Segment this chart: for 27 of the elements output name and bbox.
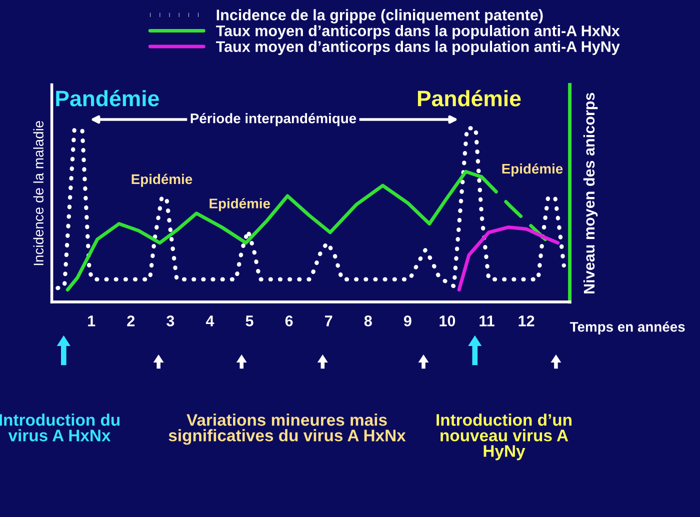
annotation: Epidémie <box>502 163 563 176</box>
x-tick-label: 10 <box>440 316 456 326</box>
x-tick-label: 7 <box>325 316 332 326</box>
legend-label: Taux moyen d’anticorps dans la population anti-A HxNx <box>216 25 620 40</box>
text: Pandémie <box>56 90 159 106</box>
x-tick-label: 8 <box>364 316 372 326</box>
x-axis-title: Temps en années <box>570 321 685 335</box>
x-tick-label: 5 <box>246 316 254 326</box>
y-axis-title: Incidence de la maladie <box>33 121 44 266</box>
text: Variations mineures mais significatives du virus A HxNx <box>168 414 406 445</box>
text: Introduction du virus A HxNx <box>0 414 120 442</box>
y2-axis-title: Niveau moyen des anicorps <box>583 92 598 294</box>
x-tick-label: 12 <box>518 316 534 326</box>
text: Introduction d’un nouveau virus A HyNy <box>436 414 572 460</box>
text: Pandémie <box>418 90 521 106</box>
x-tick-label: 4 <box>206 316 214 326</box>
x-tick-label: 9 <box>404 316 412 326</box>
legend-label: Taux moyen d’anticorps dans la population anti-A HyNy <box>216 40 620 56</box>
annotation: Epidémie <box>132 174 192 187</box>
x-tick-label: 1 <box>88 316 96 326</box>
annotation: Epidémie <box>210 198 270 212</box>
x-tick-label: 6 <box>285 316 293 326</box>
text: Période interpandémique <box>190 112 356 126</box>
x-tick-label: 2 <box>127 316 135 326</box>
x-tick-label: 3 <box>166 316 174 326</box>
x-tick-label: 11 <box>480 316 494 326</box>
legend-label: Incidence de la grippe (cliniquement patente) <box>216 9 543 24</box>
